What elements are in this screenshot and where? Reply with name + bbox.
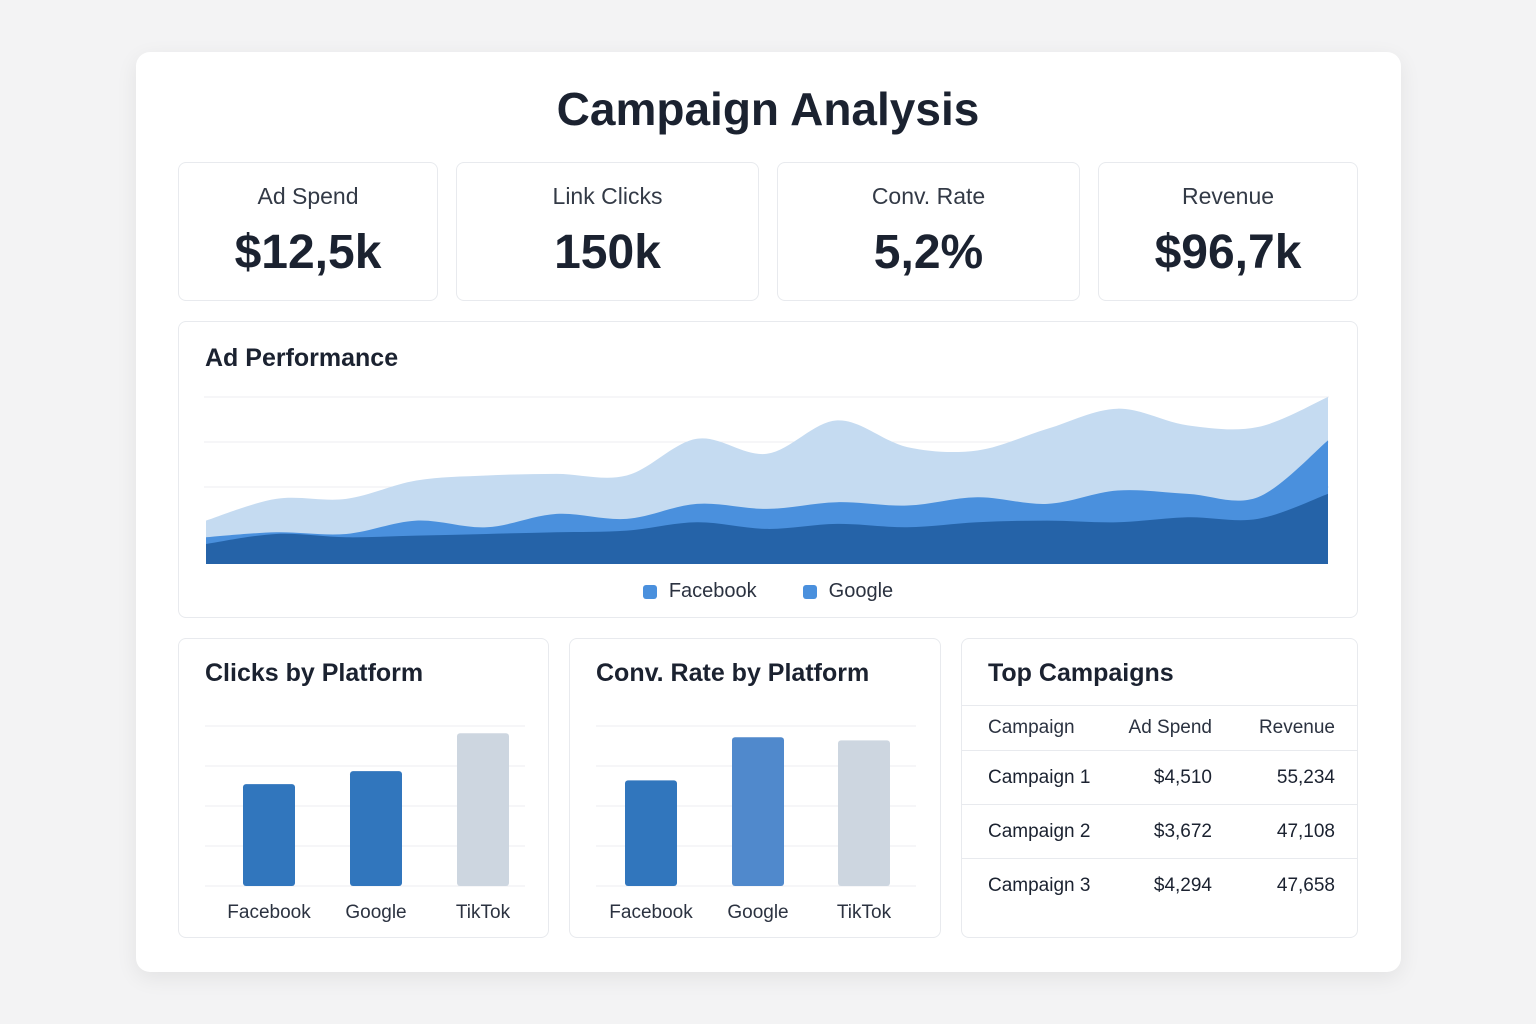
- top-campaigns-card: Top Campaigns Campaign Ad Spend Revenue …: [961, 638, 1358, 938]
- table-cell: Campaign 2: [988, 820, 1091, 842]
- legend-swatch-facebook: [642, 584, 657, 599]
- table-row: Campaign 2 $3,672 47,108: [962, 805, 1357, 859]
- legend-label: Google: [828, 580, 894, 602]
- table-cell: $3,672: [1153, 820, 1212, 842]
- chart-title: Ad Performance: [205, 344, 399, 372]
- kpi-card-conv-rate: Conv. Rate 5,2%: [777, 162, 1080, 301]
- legend-item: Facebook: [642, 580, 757, 603]
- bar-tiktok: [838, 740, 890, 886]
- kpi-label: Ad Spend: [257, 183, 359, 209]
- column-header: Campaign: [988, 717, 1075, 738]
- kpi-label: Conv. Rate: [871, 183, 986, 209]
- table-title: Top Campaigns: [988, 659, 1174, 687]
- kpi-card-link-clicks: Link Clicks 150k: [456, 162, 759, 301]
- kpi-value: $96,7k: [1154, 226, 1302, 279]
- table-cell: 47,658: [1276, 875, 1335, 896]
- ad-performance-card: Ad Performance Facebook Google: [178, 321, 1358, 618]
- table-cell: 55,234: [1276, 766, 1335, 788]
- bar-tiktok: [457, 733, 509, 886]
- column-header: Revenue: [1258, 717, 1335, 738]
- kpi-label: Revenue: [1181, 183, 1275, 209]
- kpi-value: 5,2%: [873, 226, 984, 279]
- x-tick-label: Google: [727, 902, 788, 923]
- conv-rate-by-platform-chart: Facebook Google TikTok: [596, 725, 916, 923]
- table-row: Campaign 1 $4,510 55,234: [962, 751, 1357, 805]
- x-tick-label: Facebook: [227, 902, 311, 923]
- x-tick-label: TikTok: [837, 902, 892, 923]
- conv-rate-by-platform-card: Conv. Rate by Platform Facebook Google Tik…: [569, 638, 941, 938]
- legend-label: Facebook: [668, 580, 757, 602]
- table-cell: Campaign 1: [988, 766, 1091, 788]
- bar-google: [350, 771, 402, 886]
- table-cell: 47,108: [1276, 820, 1335, 842]
- kpi-card-ad-spend: Ad Spend $12,5k: [178, 162, 438, 301]
- bar-google: [732, 737, 784, 886]
- table-cell: $4,294: [1153, 875, 1212, 896]
- table-cell: Campaign 3: [988, 875, 1091, 896]
- kpi-card-revenue: Revenue $96,7k: [1098, 162, 1358, 301]
- bar-facebook: [625, 780, 677, 886]
- area-series-1: [206, 493, 1328, 564]
- legend-item: Google: [802, 580, 894, 603]
- chart-legend: Facebook Google: [179, 580, 1357, 603]
- kpi-label: Link Clicks: [552, 183, 663, 209]
- x-tick-label: Google: [345, 902, 406, 923]
- ad-performance-chart: [204, 396, 1329, 564]
- legend-swatch-google: [802, 584, 817, 599]
- column-header: Ad Spend: [1128, 717, 1212, 738]
- kpi-value: $12,5k: [234, 226, 382, 279]
- table-header: Campaign Ad Spend Revenue: [962, 705, 1357, 751]
- chart-title: Clicks by Platform: [205, 659, 424, 687]
- chart-title: Conv. Rate by Platform: [596, 659, 870, 687]
- clicks-by-platform-card: Clicks by Platform Facebook Google TikTok: [178, 638, 549, 938]
- table-row: Campaign 3 $4,294 47,658: [962, 859, 1357, 913]
- clicks-by-platform-chart: Facebook Google TikTok: [205, 725, 525, 923]
- page-title: Campaign Analysis: [556, 83, 980, 135]
- table-cell: $4,510: [1153, 766, 1212, 788]
- kpi-value: 150k: [554, 226, 661, 279]
- bar-facebook: [243, 784, 295, 886]
- x-tick-label: TikTok: [456, 902, 511, 923]
- x-tick-label: Facebook: [609, 902, 693, 923]
